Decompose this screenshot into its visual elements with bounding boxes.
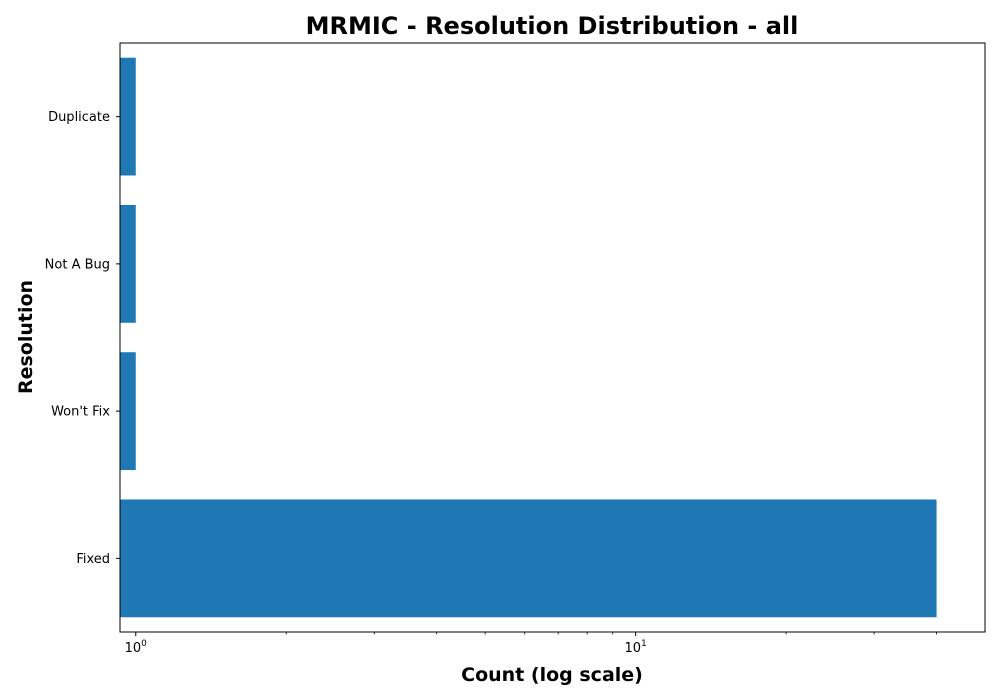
x-tick-label: 100 bbox=[125, 639, 148, 656]
y-tick-label: Won't Fix bbox=[51, 405, 110, 420]
bar-duplicate bbox=[120, 57, 136, 176]
x-tick-label-exponent: 1 bbox=[641, 639, 647, 649]
x-tick-label-exponent: 0 bbox=[141, 639, 147, 649]
y-tick-label: Fixed bbox=[76, 552, 110, 567]
x-axis-label: Count (log scale) bbox=[461, 664, 643, 686]
x-tick-label-base: 10 bbox=[125, 641, 142, 656]
bar-not-a-bug bbox=[120, 204, 136, 323]
x-tick-label-base: 10 bbox=[624, 641, 641, 656]
chart-title: MRMIC - Resolution Distribution - all bbox=[306, 12, 799, 40]
x-tick-label: 101 bbox=[624, 639, 646, 656]
plot-frame bbox=[119, 42, 986, 633]
y-axis-label: Resolution bbox=[15, 280, 37, 394]
y-tick-label: Not A Bug bbox=[45, 257, 110, 272]
bar-won-t-fix bbox=[120, 352, 136, 471]
bar-fixed bbox=[120, 499, 937, 618]
y-tick-label: Duplicate bbox=[48, 110, 110, 125]
